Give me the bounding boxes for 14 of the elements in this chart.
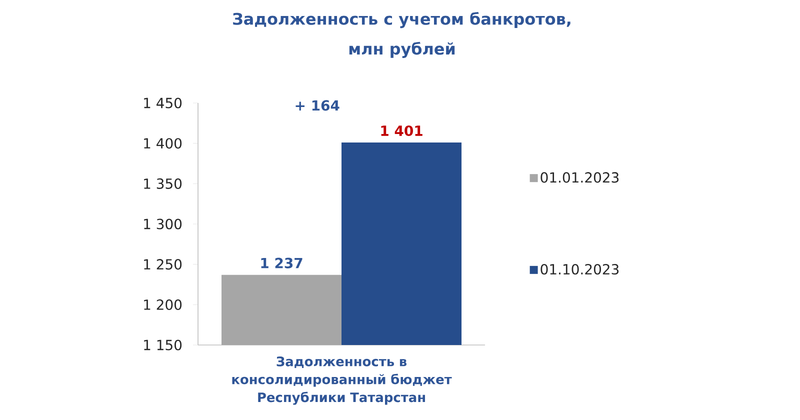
data-label: 1 237 (261, 258, 302, 268)
annotation: + 164 (296, 100, 340, 111)
y-tick-label: 1 450 (144, 98, 182, 108)
chart-title: Задолженность с учетом банкротов, млн рублей (233, 12, 570, 58)
y-tick-label: 1 250 (144, 259, 182, 270)
y-tick-label: 1 350 (144, 178, 182, 189)
x-tick-label: Задолженность в консолидированный бюджет Республики Татарстан (232, 356, 452, 405)
y-tick-label: 1 300 (144, 218, 182, 230)
legend-label: 01.10.2023 (540, 264, 619, 275)
data-label: 1 401 (381, 125, 422, 136)
legend-label: 01.01.2023 (540, 172, 619, 183)
y-tick-label: 1 150 (144, 340, 182, 350)
y-tick-label: 1 400 (144, 138, 182, 149)
y-tick-label: 1 200 (144, 299, 182, 310)
